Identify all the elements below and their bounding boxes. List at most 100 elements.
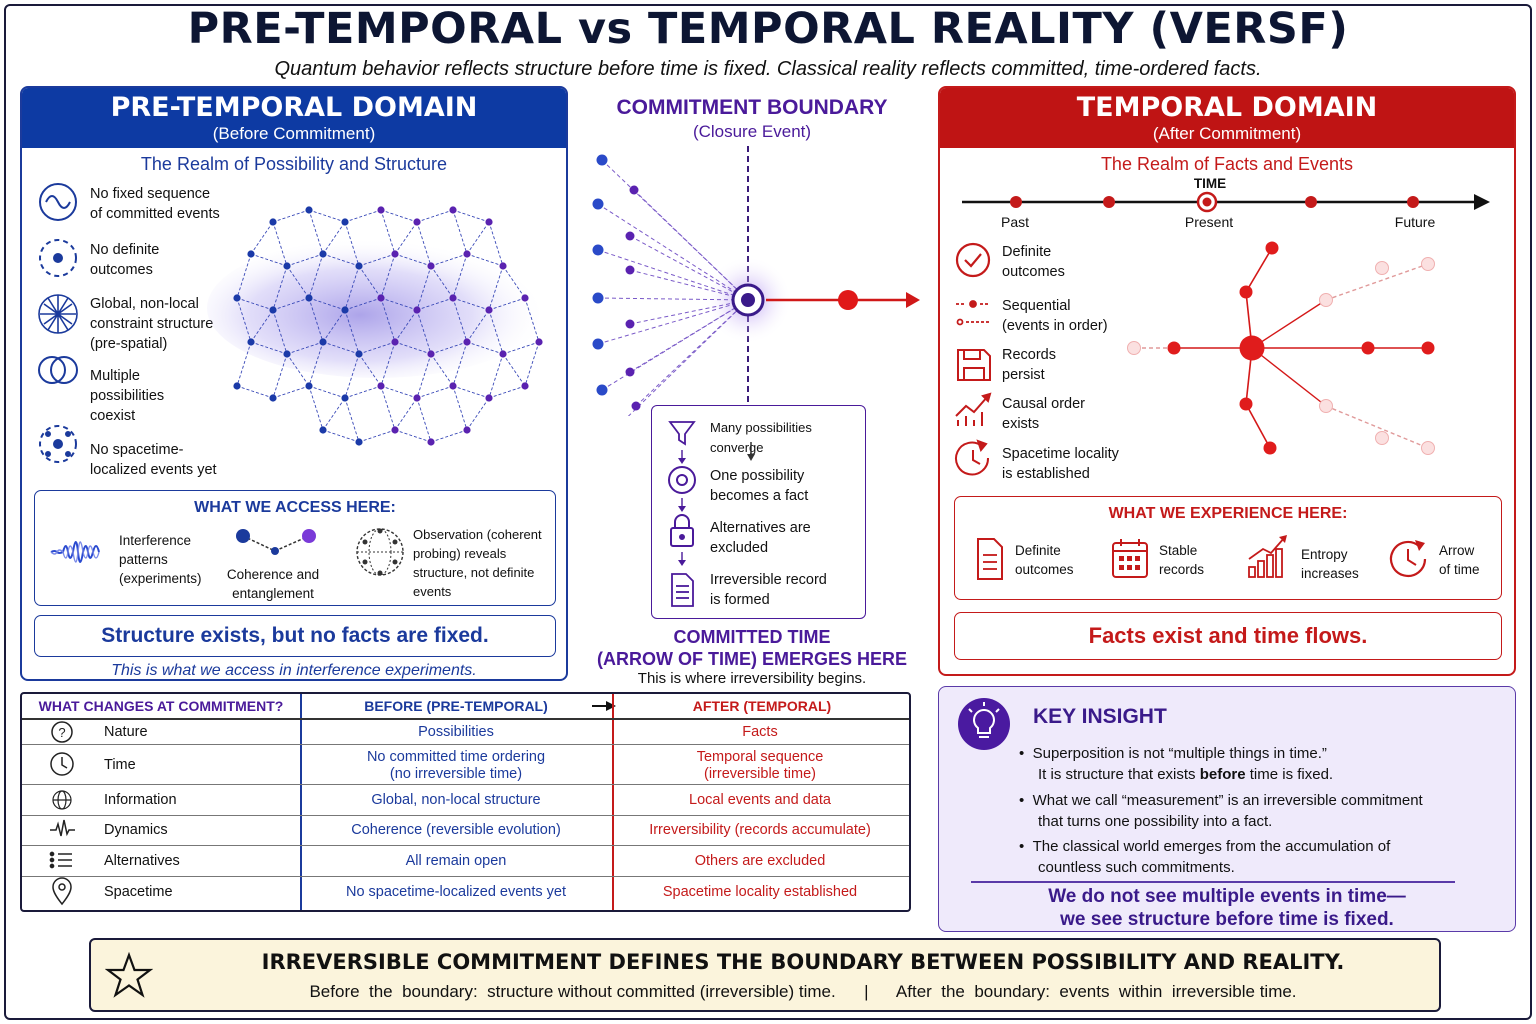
- temporal-header: TEMPORAL DOMAIN (After Commitment): [940, 88, 1514, 148]
- insight-bullet-3: • The classical world emerges from the a…: [1019, 838, 1391, 876]
- dashed-dots-circle-icon: [39, 425, 77, 463]
- temporal-subtitle: (After Commitment): [1152, 124, 1302, 143]
- access-coherence: Coherence and entanglement: [226, 567, 320, 601]
- row-label-time: Time: [104, 757, 136, 773]
- row-alternatives-before: All remain open: [405, 853, 507, 869]
- temporal-feature-icons: [955, 242, 992, 476]
- row-label-spacetime: Spacetime: [104, 884, 173, 900]
- row-spacetime-after: Spacetime locality established: [662, 884, 858, 900]
- feature-coexist: Multiple possibilities coexist: [90, 368, 165, 424]
- feature-causal-order: Causal order exists: [1002, 396, 1086, 432]
- convergence-diagram: [592, 146, 920, 416]
- step-excluded: Alternatives are excluded: [710, 520, 811, 556]
- access-interference: Interference patterns (experiments): [119, 533, 202, 586]
- experience-stable: Stable records: [1159, 543, 1205, 577]
- feature-definite-outcomes: Definite outcomes: [1002, 244, 1065, 280]
- commitment-boundary-subtitle: (Closure Event): [692, 122, 812, 141]
- feature-no-outcomes: No definite outcomes: [90, 242, 160, 278]
- target-icon: [668, 466, 696, 494]
- conclusion-detail: Before the boundary: structure without c…: [309, 982, 1297, 1001]
- network-globe-icon: [38, 294, 78, 334]
- table-divider-before: [300, 694, 302, 910]
- trend-arrow-icon: [955, 392, 992, 426]
- comparison-table: WHAT CHANGES AT COMMITMENT? BEFORE (PRE-…: [20, 692, 911, 912]
- document-icon: [977, 538, 1003, 580]
- pre-temporal-header: PRE-TEMPORAL DOMAIN (Before Commitment): [22, 88, 566, 148]
- timeline-future-label: Future: [1394, 214, 1436, 230]
- fact-arrow-head: [906, 292, 920, 308]
- table-divider-after: [612, 694, 614, 910]
- pre-temporal-feature-icons: [38, 183, 78, 463]
- pre-temporal-panel: PRE-TEMPORAL DOMAIN (Before Commitment) …: [20, 86, 568, 681]
- globe-dots-icon: [356, 528, 404, 576]
- timeline-arrowhead: [1474, 194, 1490, 210]
- timeline-past-label: Past: [1000, 214, 1029, 230]
- clock-icon: [50, 752, 74, 776]
- branching-facts-illustration: [1127, 241, 1435, 455]
- list-icon: [49, 851, 72, 869]
- commitment-steps-box: Many possibilities converge One possibil…: [651, 405, 866, 619]
- funnel-icon: [668, 421, 696, 446]
- experience-arrow: Arrow of time: [1439, 543, 1480, 577]
- row-label-information: Information: [104, 792, 177, 808]
- temporal-summary: Facts exist and time flows.: [954, 612, 1502, 660]
- entanglement-icon: [236, 529, 316, 555]
- overlapping-circles-icon: [38, 356, 78, 384]
- arrow-of-time-icon: [1389, 540, 1427, 578]
- experience-heading: WHAT WE EXPERIENCE HERE:: [1108, 505, 1348, 522]
- temporal-panel: TEMPORAL DOMAIN (After Commitment) The R…: [938, 86, 1516, 676]
- pre-temporal-access-box: WHAT WE ACCESS HERE: Interference pattern…: [34, 490, 556, 606]
- table-header-before: BEFORE (PRE-TEMPORAL): [364, 698, 548, 714]
- clock-arrow-icon: [955, 439, 990, 476]
- table-row-icons: ?: [49, 721, 75, 906]
- star-icon: [105, 952, 153, 998]
- row-information-before: Global, non-local structure: [371, 792, 541, 808]
- pre-temporal-subtitle: (Before Commitment): [212, 124, 376, 143]
- question-icon: [51, 721, 73, 743]
- page-frame: [4, 4, 1532, 1020]
- row-label-alternatives: Alternatives: [104, 853, 180, 869]
- timeline: [962, 191, 1490, 213]
- insight-divider: [971, 881, 1455, 883]
- pre-temporal-summary: Structure exists, but no facts are fixed…: [34, 615, 556, 657]
- calendar-icon: [1112, 539, 1148, 578]
- key-insight-panel: KEY INSIGHT • Superposition is not “mult…: [938, 686, 1516, 932]
- feature-sequential: Sequential (events in order): [1002, 298, 1108, 334]
- document-icon: [671, 573, 694, 607]
- feature-records-persist: Records persist: [1002, 347, 1056, 383]
- conclusion-headline: IRREVERSIBLE COMMITMENT DEFINES THE BOUN…: [261, 950, 1345, 974]
- access-observation: Observation (coherent probing) reveals str…: [413, 527, 542, 599]
- experience-definite: Definite outcomes: [1015, 543, 1074, 577]
- pulse-icon: [50, 819, 75, 837]
- page-title: PRE-TEMPORAL vs TEMPORAL REALITY (VERSF): [187, 4, 1349, 54]
- row-spacetime-before: No spacetime-localized events yet: [345, 884, 567, 900]
- bottom-conclusion: IRREVERSIBLE COMMITMENT DEFINES THE BOUN…: [89, 938, 1441, 1012]
- insight-closing: We do not see multiple events in time— w…: [1048, 886, 1406, 930]
- realm-possibility-heading: The Realm of Possibility and Structure: [140, 154, 448, 174]
- experience-entropy: Entropy increases: [1301, 547, 1359, 581]
- step-becomes-fact: One possibility becomes a fact: [710, 468, 809, 504]
- interference-wave-icon: [50, 541, 100, 563]
- step-converge: Many possibilities converge: [710, 420, 812, 455]
- pre-temporal-note: This is what we access in interference e…: [111, 662, 477, 679]
- step-down-arrow: [747, 442, 755, 461]
- commitment-boundary-title: COMMITMENT BOUNDARY: [616, 96, 888, 119]
- row-time-after: Temporal sequence (irreversible time): [696, 749, 824, 782]
- table-header-after: AFTER (TEMPORAL): [692, 698, 832, 714]
- location-pin-icon: [52, 877, 72, 906]
- dashed-dot-circle-icon: [39, 239, 77, 277]
- step-record: Irreversible record is formed: [710, 572, 827, 608]
- row-dynamics-after: Irreversibility (records accumulate): [649, 822, 871, 838]
- row-information-after: Local events and data: [689, 792, 831, 808]
- feature-locality: Spacetime locality is established: [1002, 446, 1119, 482]
- lock-icon: [670, 514, 694, 547]
- row-time-before: No committed time ordering (no irreversib…: [366, 749, 546, 782]
- temporal-experience-box: WHAT WE EXPERIENCE HERE: Definite outcome…: [954, 496, 1502, 600]
- lightbulb-icon: [958, 698, 1010, 750]
- floppy-disk-icon: [957, 349, 991, 381]
- check-circle-icon: [955, 242, 991, 278]
- timeline-time-label: TIME: [1193, 176, 1227, 191]
- realm-facts-heading: The Realm of Facts and Events: [1100, 154, 1354, 174]
- globe-icon: [52, 790, 72, 810]
- page-subtitle: Quantum behavior reflects structure befo…: [274, 58, 1262, 80]
